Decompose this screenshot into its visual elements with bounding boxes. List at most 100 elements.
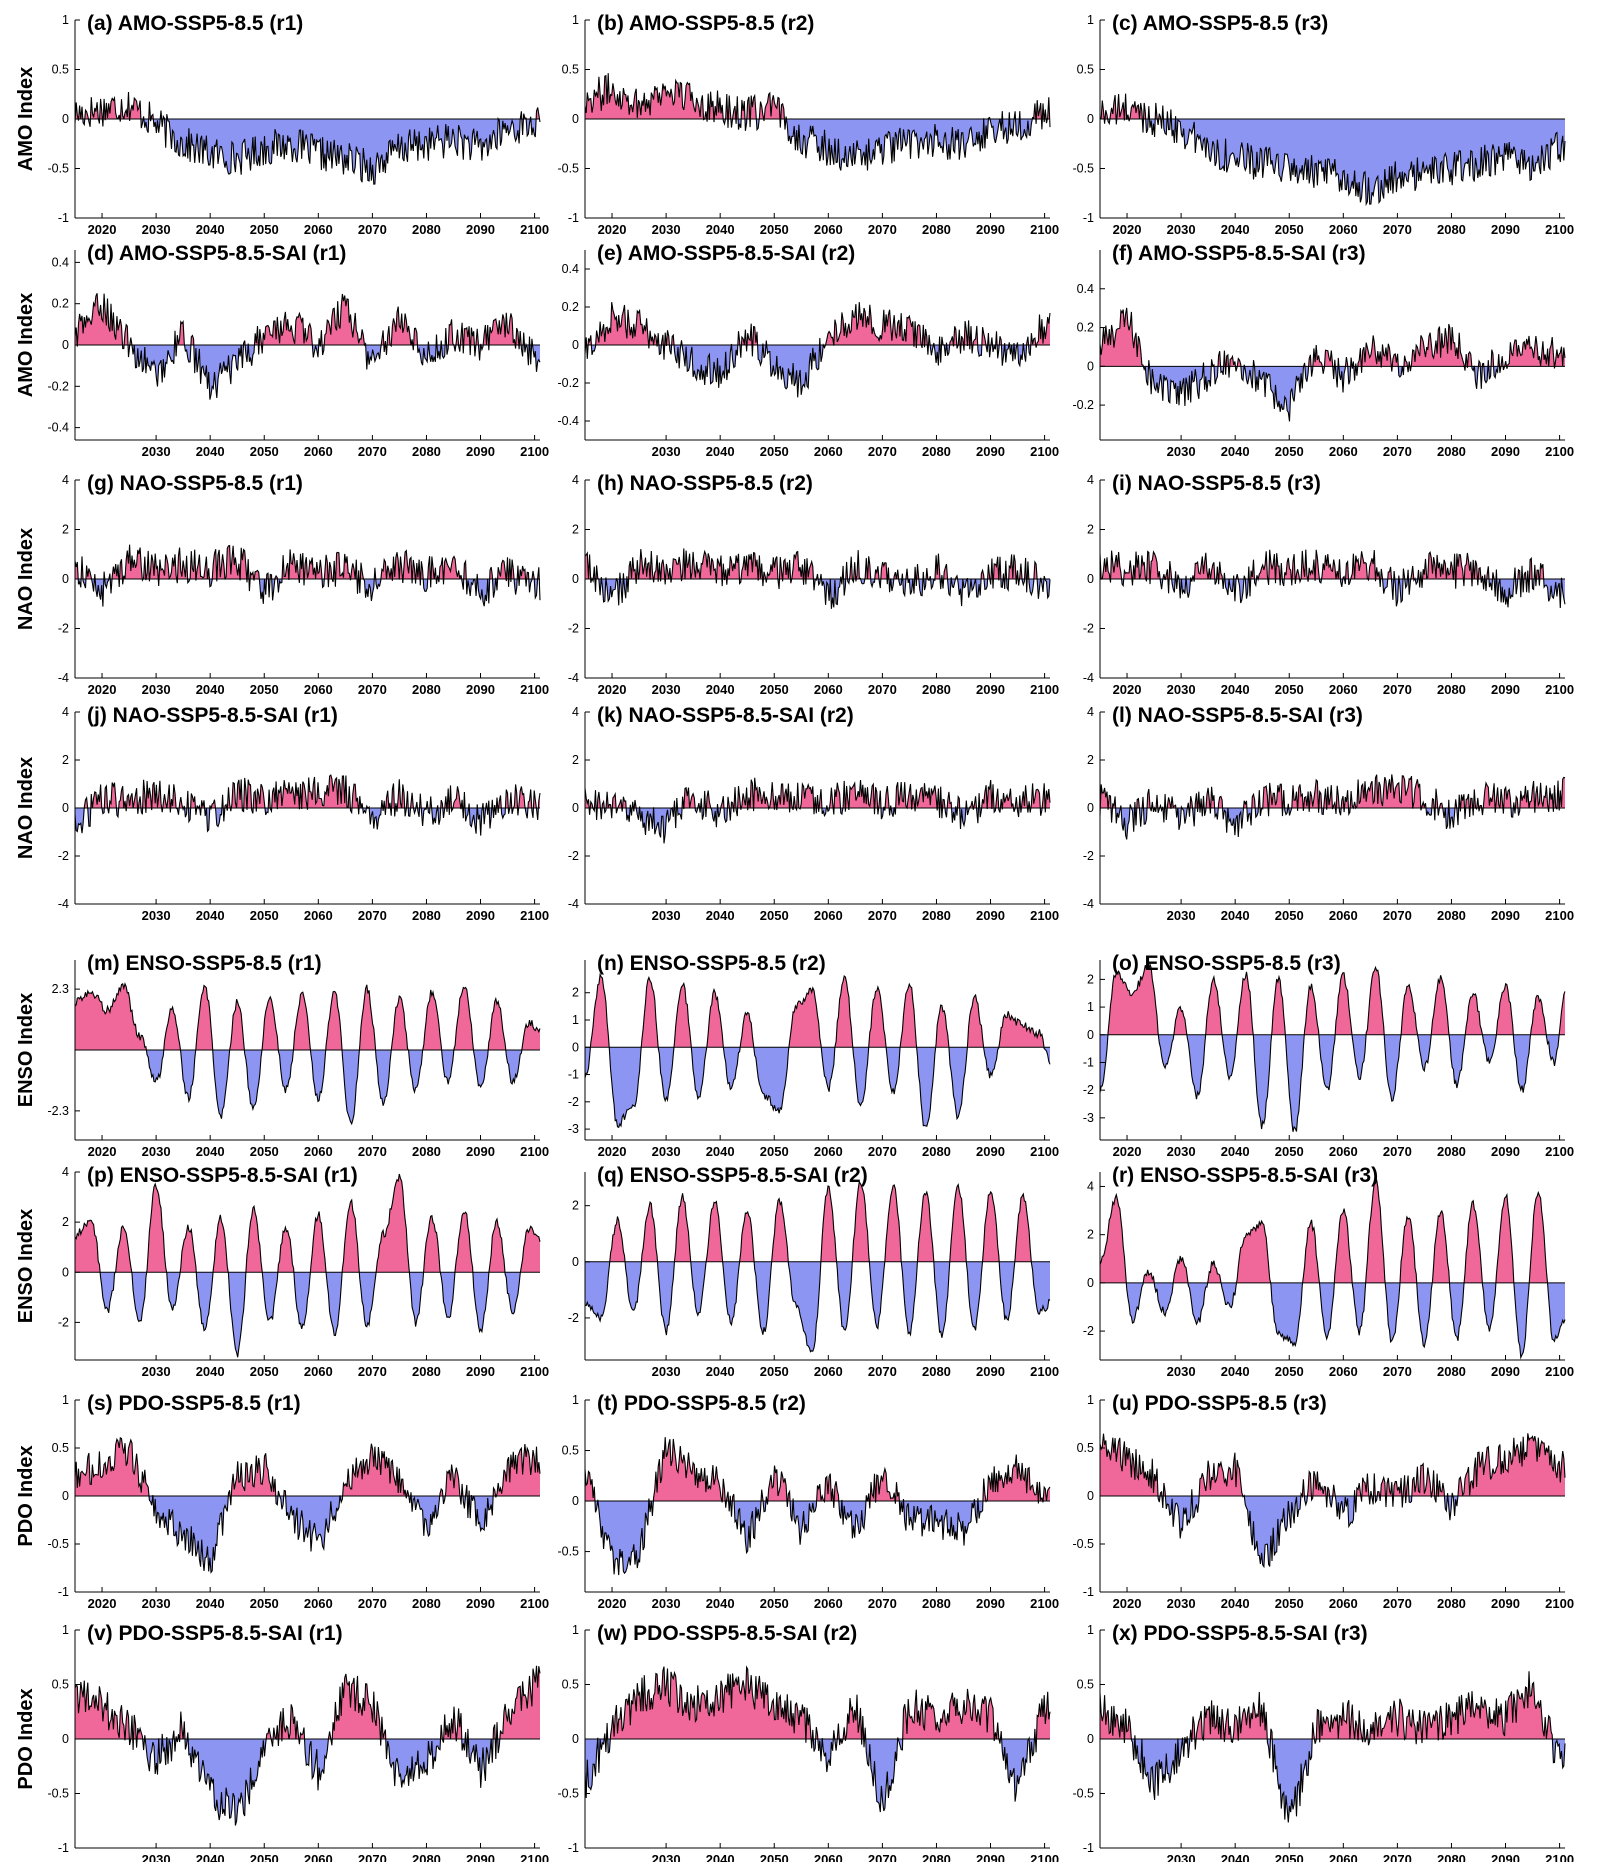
y-tick-label: 0 — [572, 1040, 579, 1054]
series-line — [584, 1180, 1051, 1353]
series-line — [1099, 1433, 1566, 1569]
panel-2: -1 -0.5 0 0.5 1 2020 2030 2040 2050 2060 2070 2080 2… — [1072, 12, 1574, 237]
x-tick-label: 2060 — [304, 1144, 333, 1159]
row-ylabel: ENSO Index — [15, 993, 37, 1107]
y-tick-label: 1 — [1087, 1393, 1094, 1407]
x-tick-label: 2080 — [1437, 682, 1466, 697]
x-tick-label: 2040 — [196, 908, 225, 923]
y-tick-label: 0.5 — [52, 1678, 69, 1692]
x-tick-label: 2070 — [1383, 1364, 1412, 1379]
x-tick-label: 2090 — [1491, 444, 1520, 459]
x-tick-label: 2080 — [922, 1144, 951, 1159]
x-tick-label: 2080 — [412, 222, 441, 237]
x-tick-label: 2080 — [1437, 1364, 1466, 1379]
x-tick-label: 2090 — [976, 682, 1005, 697]
y-tick-label: 0 — [1087, 1489, 1094, 1503]
x-tick-label: 2030 — [142, 908, 171, 923]
x-tick-label: 2080 — [922, 682, 951, 697]
panel-title: (a) AMO-SSP5-8.5 (r1) — [87, 12, 303, 35]
x-tick-label: 2020 — [598, 1596, 627, 1611]
y-tick-label: 0 — [62, 338, 69, 352]
negative-area — [585, 345, 1050, 398]
y-tick-label: -4 — [1083, 671, 1094, 685]
x-tick-label: 2020 — [1113, 222, 1142, 237]
y-tick-label: 0 — [62, 801, 69, 815]
x-tick-label: 2080 — [412, 444, 441, 459]
y-tick-label: 2 — [62, 753, 69, 767]
x-tick-label: 2060 — [304, 682, 333, 697]
panel-title: (c) AMO-SSP5-8.5 (r3) — [1112, 12, 1328, 35]
y-tick-label: -1 — [58, 1585, 69, 1599]
panel-title: (u) PDO-SSP5-8.5 (r3) — [1112, 1392, 1327, 1415]
x-tick-label: 2040 — [1221, 1144, 1250, 1159]
x-tick-label: 2050 — [760, 222, 789, 237]
y-tick-label: -1 — [1083, 211, 1094, 225]
x-tick-label: 2080 — [412, 908, 441, 923]
x-tick-label: 2040 — [1221, 1852, 1250, 1862]
x-tick-label: 2050 — [1275, 1144, 1304, 1159]
x-tick-label: 2100 — [1030, 1364, 1059, 1379]
y-tick-label: 0.4 — [562, 262, 579, 276]
x-tick-label: 2060 — [814, 908, 843, 923]
y-tick-label: -0.5 — [47, 1787, 69, 1801]
x-tick-label: 2050 — [250, 1852, 279, 1862]
x-tick-label: 2070 — [868, 1144, 897, 1159]
y-tick-label: 1 — [572, 1623, 579, 1637]
series-line — [1099, 307, 1566, 422]
x-tick-label: 2100 — [1545, 1144, 1574, 1159]
x-tick-label: 2030 — [652, 1596, 681, 1611]
positive-area — [1100, 1180, 1548, 1283]
x-tick-label: 2090 — [1491, 1364, 1520, 1379]
x-tick-label: 2060 — [304, 1596, 333, 1611]
x-tick-label: 2030 — [652, 1852, 681, 1862]
panel-22: -1 -0.5 0 0.5 1 2030 2040 2050 2060 2070 2080 2090 2… — [557, 1622, 1059, 1862]
x-tick-label: 2090 — [976, 444, 1005, 459]
panel-title: (h) NAO-SSP5-8.5 (r2) — [597, 472, 813, 495]
x-tick-label: 2070 — [358, 1596, 387, 1611]
negative-area — [75, 1272, 540, 1358]
panel-6: -4 -2 0 2 4 2020 2030 2040 2050 2060 2070 2080 2090 2… — [58, 472, 549, 697]
x-tick-label: 2090 — [976, 222, 1005, 237]
panel-title: (d) AMO-SSP5-8.5-SAI (r1) — [87, 242, 346, 265]
panel-10: -4 -2 0 2 4 2030 2040 2050 2060 2070 2080 2090 2100 (… — [568, 704, 1059, 923]
x-tick-label: 2070 — [868, 1364, 897, 1379]
panel-title: (v) PDO-SSP5-8.5-SAI (r1) — [87, 1622, 343, 1645]
y-tick-label: -2 — [58, 849, 69, 863]
x-tick-label: 2040 — [196, 1596, 225, 1611]
x-tick-label: 2090 — [466, 1596, 495, 1611]
panel-7: -4 -2 0 2 4 2020 2030 2040 2050 2060 2070 2080 2090 2… — [568, 472, 1059, 697]
y-tick-label: -0.5 — [557, 1545, 579, 1559]
y-tick-label: -0.5 — [1072, 1787, 1094, 1801]
panel-title: (j) NAO-SSP5-8.5-SAI (r1) — [87, 704, 338, 727]
x-tick-label: 2040 — [1221, 222, 1250, 237]
x-tick-label: 2080 — [1437, 908, 1466, 923]
y-tick-label: 0 — [1087, 1276, 1094, 1290]
x-tick-label: 2070 — [868, 222, 897, 237]
y-tick-label: 0 — [1087, 801, 1094, 815]
y-tick-label: -0.5 — [47, 162, 69, 176]
panel-15: -2 0 2 4 2030 2040 2050 2060 2070 2080 2090 2100 (p)… — [58, 1164, 549, 1379]
x-tick-label: 2070 — [868, 1596, 897, 1611]
y-tick-label: -2 — [568, 849, 579, 863]
x-tick-label: 2090 — [466, 222, 495, 237]
x-tick-label: 2050 — [1275, 222, 1304, 237]
y-tick-label: 2 — [1087, 753, 1094, 767]
x-tick-label: 2040 — [196, 1364, 225, 1379]
x-tick-label: 2070 — [1383, 1144, 1412, 1159]
x-tick-label: 2070 — [358, 682, 387, 697]
x-tick-label: 2100 — [520, 1596, 549, 1611]
y-tick-label: 1 — [572, 1393, 579, 1407]
x-tick-label: 2030 — [1167, 1852, 1196, 1862]
panel-title: (w) PDO-SSP5-8.5-SAI (r2) — [597, 1622, 857, 1645]
x-tick-label: 2030 — [652, 1364, 681, 1379]
y-tick-label: -0.5 — [1072, 1537, 1094, 1551]
y-tick-label: -3 — [1083, 1111, 1094, 1125]
panel-4: -0.4 -0.2 0 0.2 0.4 2030 2040 2050 2060 2070 2080 2… — [557, 242, 1059, 459]
y-tick-label: 2 — [62, 1215, 69, 1229]
positive-area — [585, 302, 1050, 345]
x-tick-label: 2060 — [304, 1852, 333, 1862]
x-tick-label: 2070 — [1383, 1852, 1412, 1862]
panel-20: -1 -0.5 0 0.5 1 2020 2030 2040 2050 2060 2070 2080 2… — [1072, 1392, 1574, 1611]
y-tick-label: 0.5 — [1077, 1678, 1094, 1692]
